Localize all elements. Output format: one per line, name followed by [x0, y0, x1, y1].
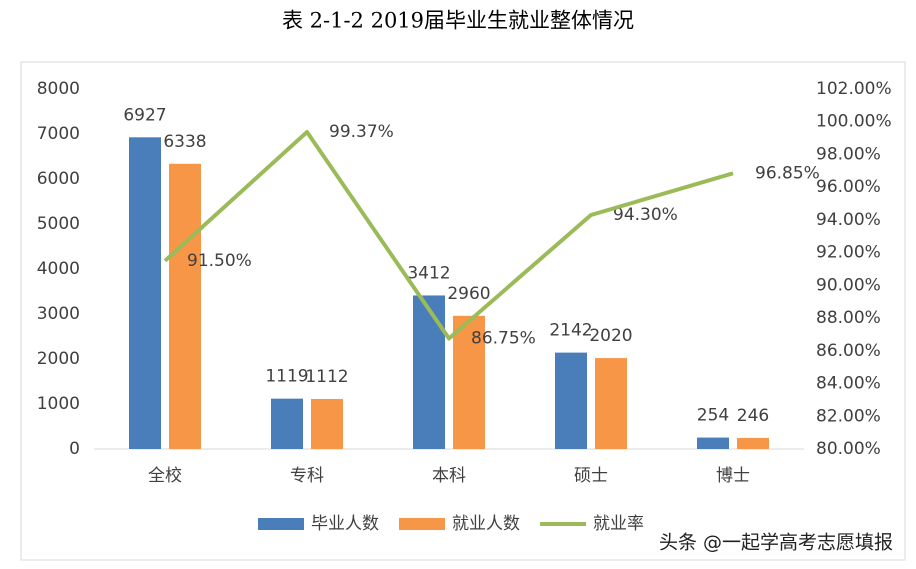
- legend-label: 毕业人数: [311, 514, 379, 534]
- bar-value-label: 2960: [447, 284, 490, 304]
- chart-frame: [20, 61, 906, 561]
- line: [163, 130, 734, 341]
- y-tick-label: 6000: [37, 169, 80, 189]
- bar-value-label: 2020: [589, 326, 632, 346]
- bar: [697, 437, 729, 449]
- bar-value-label: 254: [697, 406, 729, 426]
- line-value-label: 86.75%: [471, 329, 536, 349]
- chart-title: 表 2-1-2 2019届毕业生就业整体情况: [282, 9, 634, 33]
- y2-tick-label: 82.00%: [816, 406, 881, 426]
- bar: [311, 398, 343, 449]
- y-tick-label: 8000: [37, 79, 80, 99]
- line-value-label: 91.50%: [187, 251, 252, 271]
- bar: [129, 137, 161, 449]
- bar: [271, 398, 303, 449]
- bar-value-label: 3412: [407, 263, 450, 283]
- legend-swatch: [258, 518, 304, 530]
- x-tick-label: 博士: [716, 466, 750, 486]
- y2-tick-label: 102.00%: [816, 79, 892, 99]
- y2-tick-label: 88.00%: [816, 308, 881, 328]
- bar-value-label: 1119: [265, 367, 308, 387]
- bar-value-label: 2142: [549, 321, 592, 341]
- bar-value-label: 6927: [123, 105, 166, 125]
- bar-value-label: 1112: [305, 367, 348, 387]
- bar-value-label: 6338: [163, 132, 206, 152]
- line-value-label: 96.85%: [755, 163, 820, 183]
- y2-tick-label: 100.00%: [816, 112, 892, 132]
- x-tick-label: 硕士: [574, 466, 608, 486]
- y-tick-label: 7000: [37, 124, 80, 144]
- y-tick-label: 0: [69, 439, 80, 459]
- legend-swatch: [399, 518, 445, 530]
- y2-tick-label: 90.00%: [816, 275, 881, 295]
- y2-tick-label: 86.00%: [816, 341, 881, 361]
- y2-tick-label: 96.00%: [816, 177, 881, 197]
- x-tick-label: 专科: [290, 466, 324, 486]
- bar: [595, 358, 627, 449]
- bar: [169, 163, 201, 450]
- x-tick-label: 全校: [148, 466, 182, 486]
- watermark: 头条 @一起学高考志愿填报: [659, 532, 893, 554]
- line-value-label: 99.37%: [329, 122, 394, 142]
- y2-tick-label: 92.00%: [816, 243, 881, 263]
- bar: [737, 437, 769, 449]
- bar-value-label: 246: [737, 406, 769, 426]
- y2-tick-label: 98.00%: [816, 144, 881, 164]
- y2-tick-label: 80.00%: [816, 439, 881, 459]
- legend-label: 就业率: [593, 514, 644, 534]
- legend-label: 就业人数: [452, 514, 520, 534]
- y-tick-label: 2000: [37, 349, 80, 369]
- y2-tick-label: 94.00%: [816, 210, 881, 230]
- line-value-label: 94.30%: [613, 205, 678, 225]
- x-tick-label: 本科: [432, 466, 466, 486]
- bar: [555, 352, 587, 449]
- y-tick-label: 4000: [37, 259, 80, 279]
- bar: [413, 295, 445, 449]
- y2-tick-label: 84.00%: [816, 374, 881, 394]
- y-tick-label: 1000: [37, 394, 80, 414]
- y-tick-label: 3000: [37, 304, 80, 324]
- bar: [453, 315, 485, 449]
- y-tick-label: 5000: [37, 214, 80, 234]
